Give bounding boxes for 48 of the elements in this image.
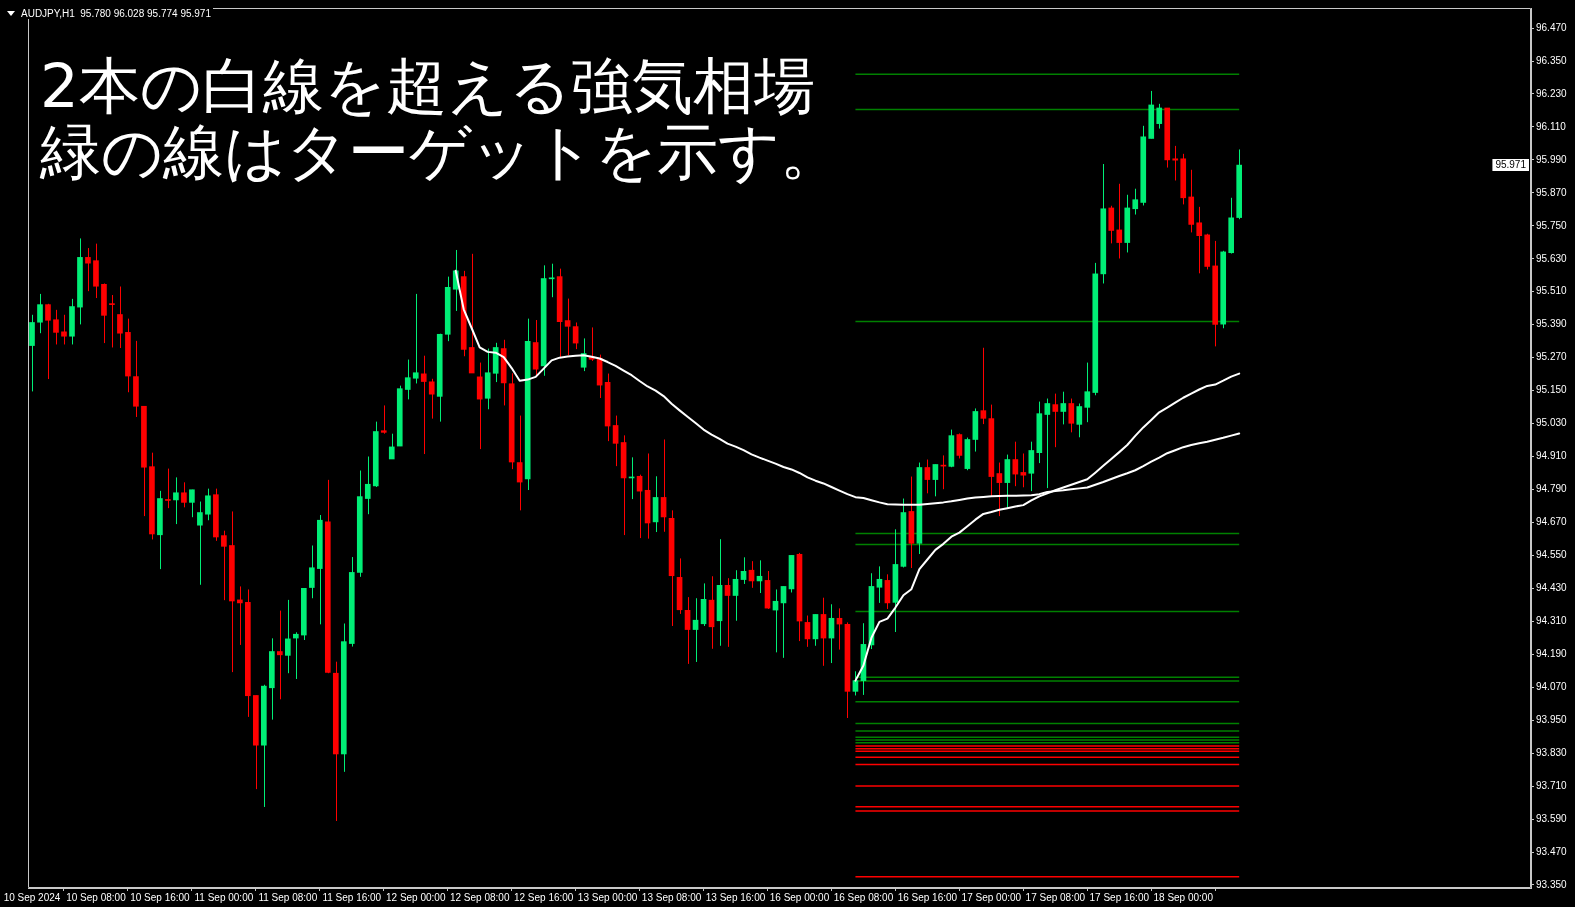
y-tick-label: 93.950 — [1536, 713, 1568, 725]
y-tick-label: 95.870 — [1536, 186, 1568, 198]
y-tick-label: 96.230 — [1536, 87, 1568, 99]
x-tick-label: 11 Sep 00:00 — [194, 891, 254, 903]
y-tick-label: 94.670 — [1536, 516, 1568, 528]
x-tick-label: 10 Sep 2024 — [3, 891, 61, 903]
y-tick-label: 95.150 — [1536, 384, 1568, 396]
x-tick-label: 13 Sep 16:00 — [705, 891, 766, 903]
x-tick-label: 17 Sep 16:00 — [1089, 891, 1150, 903]
y-tick-label: 93.710 — [1536, 779, 1568, 791]
x-tick-label: 16 Sep 08:00 — [833, 891, 894, 903]
y-tick-label: 94.790 — [1536, 483, 1568, 495]
x-tick-label: 11 Sep 08:00 — [258, 891, 318, 903]
text: 95.971 — [1495, 158, 1527, 170]
y-tick-label: 95.510 — [1536, 285, 1568, 297]
y-tick-label: 94.070 — [1536, 680, 1568, 692]
x-tick-label: 12 Sep 00:00 — [385, 891, 446, 903]
x-tick-label: 12 Sep 08:00 — [449, 891, 510, 903]
y-tick-label: 93.590 — [1536, 812, 1568, 824]
annotation: AUDJPY,H1 95.780 96.028 95.774 95.971 — [21, 8, 211, 19]
x-tick-label: 11 Sep 16:00 — [322, 891, 382, 903]
x-tick-label: 18 Sep 00:00 — [1153, 891, 1214, 903]
x-tick-label: 10 Sep 16:00 — [130, 891, 191, 903]
y-tick-label: 93.830 — [1536, 746, 1568, 758]
x-tick-label: 17 Sep 00:00 — [961, 891, 1022, 903]
y-tick-label: 94.910 — [1536, 450, 1568, 462]
y-tick-label: 94.190 — [1536, 648, 1568, 660]
x-tick-label: 10 Sep 08:00 — [66, 891, 127, 903]
y-tick-label: 95.030 — [1536, 417, 1568, 429]
y-tick-label: 96.470 — [1536, 21, 1568, 33]
y-tick-label: 95.630 — [1536, 252, 1568, 264]
x-tick-label: 13 Sep 00:00 — [577, 891, 638, 903]
x-tick-label: 17 Sep 08:00 — [1025, 891, 1086, 903]
x-tick-label: 13 Sep 08:00 — [641, 891, 702, 903]
x-tick-label: 12 Sep 16:00 — [513, 891, 574, 903]
y-tick-label: 94.430 — [1536, 582, 1568, 594]
y-tick-label: 95.990 — [1536, 153, 1568, 165]
x-tick-label: 16 Sep 16:00 — [897, 891, 958, 903]
y-tick-label: 94.550 — [1536, 549, 1568, 561]
y-tick-label: 96.110 — [1536, 120, 1567, 132]
y-tick-label: 94.310 — [1536, 615, 1568, 627]
y-tick-label: 95.750 — [1536, 219, 1568, 231]
x-tick-label: 16 Sep 00:00 — [769, 891, 830, 903]
y-tick-label: 96.350 — [1536, 54, 1568, 66]
y-tick-label: 93.470 — [1536, 845, 1568, 857]
y-tick-label: 95.270 — [1536, 351, 1568, 363]
y-tick-label: 95.390 — [1536, 318, 1568, 330]
y-tick-label: 93.350 — [1536, 878, 1568, 890]
